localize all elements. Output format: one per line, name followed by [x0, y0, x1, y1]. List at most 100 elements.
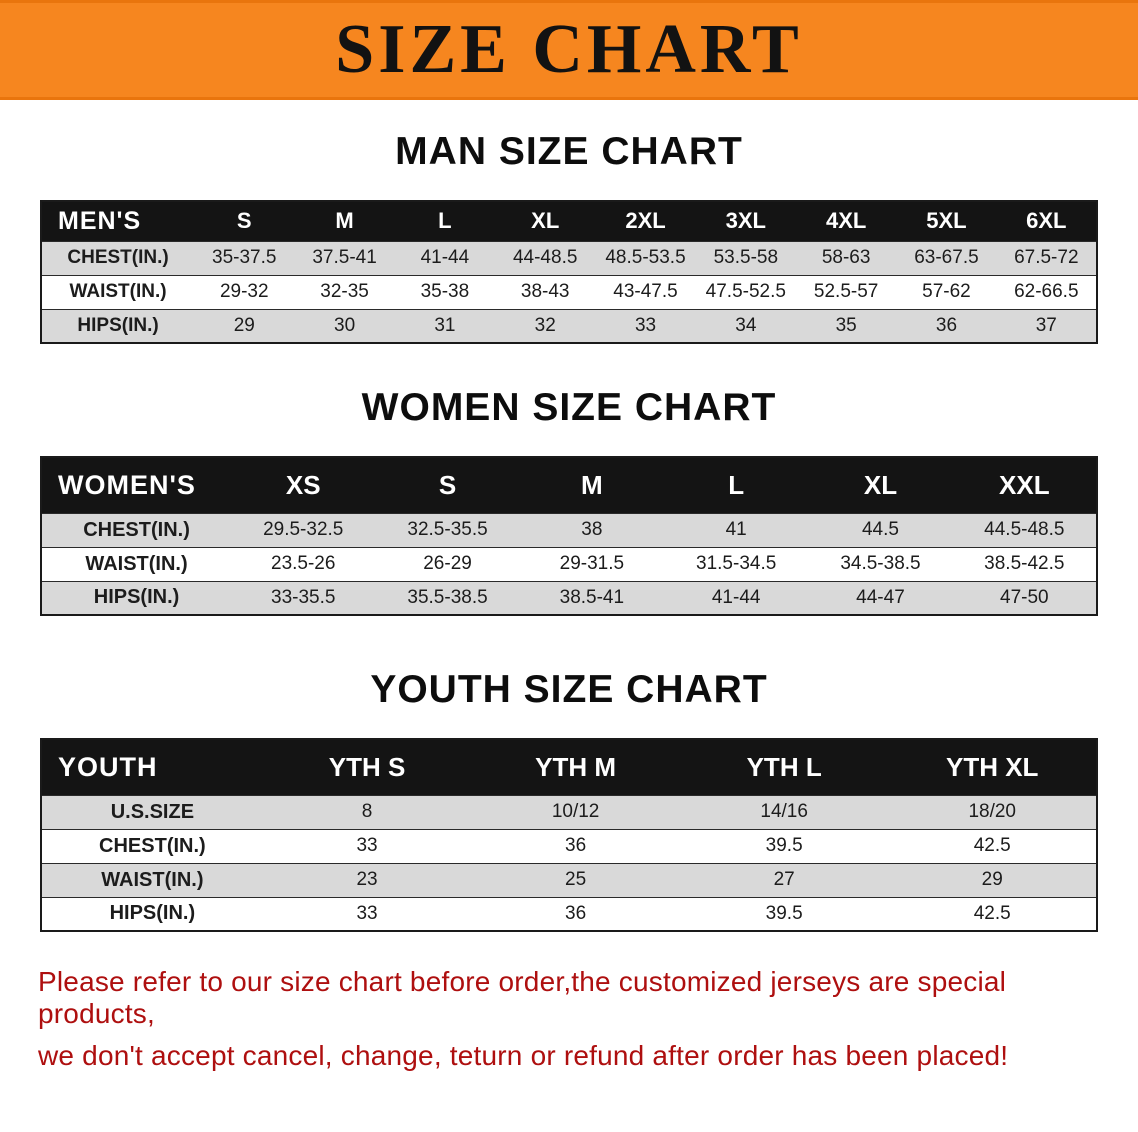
size-value-cell: 27 — [679, 862, 889, 897]
size-value-cell: 35.5-38.5 — [375, 580, 520, 615]
table-row: CHEST(IN.) 33 36 39.5 42.5 — [41, 828, 1097, 863]
size-column-header: 2XL — [595, 201, 696, 241]
size-value-cell: 39.5 — [679, 896, 889, 931]
youth-size-section: YOUTH SIZE CHART YOUTH YTH S YTH M YTH L YTH… — [0, 668, 1138, 932]
size-column-header: YTH M — [471, 739, 680, 795]
size-column-header: L — [394, 201, 496, 241]
size-column-header: 6XL — [996, 201, 1097, 241]
men-size-table: MEN'S S M L XL 2XL 3XL 4XL 5XL 6XL CHEST(IN.) 35-37… — [0, 200, 1138, 344]
size-value-cell: 37 — [996, 308, 1097, 343]
men-section-heading: MAN SIZE CHART — [395, 130, 743, 173]
disclaimer: Please refer to our size chart before or… — [0, 966, 1138, 1102]
table-corner-label: MEN'S — [41, 201, 195, 241]
size-column-header: YTH S — [262, 739, 472, 795]
size-value-cell: 47-50 — [952, 580, 1097, 615]
row-label: CHEST(IN.) — [41, 240, 195, 275]
size-value-cell: 42.5 — [888, 896, 1097, 931]
size-value-cell: 39.5 — [679, 828, 889, 863]
table-corner-label: WOMEN'S — [41, 457, 232, 513]
size-value-cell: 29 — [888, 862, 1097, 897]
youth-size-table: YOUTH YTH S YTH M YTH L YTH XL U.S.SIZE 8 10/12… — [0, 738, 1138, 932]
disclaimer-line-2: we don't accept cancel, change, teturn o… — [38, 1040, 1009, 1071]
size-table: YOUTH YTH S YTH M YTH L YTH XL U.S.SIZE 8 10/12… — [40, 738, 1098, 932]
size-value-cell: 29-31.5 — [519, 546, 665, 581]
size-value-cell: 43-47.5 — [595, 274, 696, 309]
size-value-cell: 42.5 — [888, 828, 1097, 863]
size-value-cell: 35-37.5 — [194, 240, 295, 275]
size-value-cell: 38-43 — [495, 274, 596, 309]
banner-title: SIZE CHART — [335, 11, 803, 88]
row-label: WAIST(IN.) — [41, 546, 232, 581]
size-column-header: M — [519, 457, 665, 513]
men-size-section: MAN SIZE CHART MEN'S S M L XL 2XL 3XL 4XL 5XL 6XL… — [0, 130, 1138, 344]
row-label: WAIST(IN.) — [41, 862, 263, 897]
size-value-cell: 44.5-48.5 — [952, 512, 1097, 547]
size-value-cell: 33 — [262, 828, 472, 863]
size-value-cell: 34 — [695, 308, 796, 343]
size-value-cell: 48.5-53.5 — [595, 240, 696, 275]
size-value-cell: 38 — [519, 512, 665, 547]
women-size-section: WOMEN SIZE CHART WOMEN'S XS S M L XL XXL CHEST(… — [0, 386, 1138, 616]
row-label: U.S.SIZE — [41, 794, 263, 829]
table-row: CHEST(IN.) 35-37.5 37.5-41 41-44 44-48.5 48.5… — [41, 240, 1097, 275]
size-value-cell: 36 — [471, 828, 680, 863]
size-value-cell: 33 — [595, 308, 696, 343]
size-value-cell: 41-44 — [664, 580, 809, 615]
size-value-cell: 57-62 — [896, 274, 997, 309]
size-value-cell: 44.5 — [808, 512, 953, 547]
size-value-cell: 35-38 — [394, 274, 496, 309]
size-column-header: S — [194, 201, 295, 241]
size-value-cell: 14/16 — [679, 794, 889, 829]
size-value-cell: 44-48.5 — [495, 240, 596, 275]
youth-section-heading: YOUTH SIZE CHART — [370, 668, 768, 711]
row-label: WAIST(IN.) — [41, 274, 195, 309]
table-row: HIPS(IN.) 33-35.5 35.5-38.5 38.5-41 41-44 44-… — [41, 580, 1097, 615]
women-size-table: WOMEN'S XS S M L XL XXL CHEST(IN.) 29.5-32.5 32.5… — [0, 456, 1138, 616]
size-column-header: XS — [231, 457, 376, 513]
size-value-cell: 10/12 — [471, 794, 680, 829]
size-value-cell: 32-35 — [294, 274, 395, 309]
size-value-cell: 32.5-35.5 — [375, 512, 520, 547]
table-row: HIPS(IN.) 29 30 31 32 33 34 35 36 37 — [41, 308, 1097, 343]
size-value-cell: 58-63 — [795, 240, 897, 275]
size-column-header: XL — [808, 457, 953, 513]
size-value-cell: 29-32 — [194, 274, 295, 309]
table-row: U.S.SIZE 8 10/12 14/16 18/20 — [41, 794, 1097, 829]
size-table: WOMEN'S XS S M L XL XXL CHEST(IN.) 29.5-32.5 32.5… — [40, 456, 1098, 616]
size-value-cell: 8 — [262, 794, 472, 829]
size-column-header: YTH XL — [888, 739, 1097, 795]
size-value-cell: 36 — [896, 308, 997, 343]
table-corner-label: YOUTH — [41, 739, 263, 795]
size-value-cell: 63-67.5 — [896, 240, 997, 275]
size-value-cell: 38.5-42.5 — [952, 546, 1097, 581]
size-value-cell: 62-66.5 — [996, 274, 1097, 309]
size-value-cell: 33-35.5 — [231, 580, 376, 615]
size-column-header: 4XL — [795, 201, 897, 241]
size-value-cell: 41-44 — [394, 240, 496, 275]
row-label: HIPS(IN.) — [41, 580, 232, 615]
table-header-row: MEN'S S M L XL 2XL 3XL 4XL 5XL 6XL — [41, 201, 1097, 241]
size-value-cell: 53.5-58 — [695, 240, 796, 275]
size-column-header: 3XL — [695, 201, 796, 241]
size-value-cell: 25 — [471, 862, 680, 897]
size-value-cell: 67.5-72 — [996, 240, 1097, 275]
table-row: WAIST(IN.) 23.5-26 26-29 29-31.5 31.5-34.5 34… — [41, 546, 1097, 581]
row-label: CHEST(IN.) — [41, 828, 263, 863]
size-value-cell: 18/20 — [888, 794, 1097, 829]
size-value-cell: 34.5-38.5 — [808, 546, 953, 581]
table-row: WAIST(IN.) 23 25 27 29 — [41, 862, 1097, 897]
size-column-header: L — [664, 457, 809, 513]
size-value-cell: 31.5-34.5 — [664, 546, 809, 581]
size-value-cell: 29.5-32.5 — [231, 512, 376, 547]
size-value-cell: 44-47 — [808, 580, 953, 615]
size-column-header: M — [294, 201, 395, 241]
size-table: MEN'S S M L XL 2XL 3XL 4XL 5XL 6XL CHEST(IN.) 35-37… — [40, 200, 1098, 344]
disclaimer-line-1: Please refer to our size chart before or… — [38, 966, 1007, 1029]
size-column-header: S — [375, 457, 520, 513]
size-column-header: XXL — [952, 457, 1097, 513]
size-value-cell: 26-29 — [375, 546, 520, 581]
size-value-cell: 41 — [664, 512, 809, 547]
table-row: CHEST(IN.) 29.5-32.5 32.5-35.5 38 41 44.5 44.5… — [41, 512, 1097, 547]
size-value-cell: 47.5-52.5 — [695, 274, 796, 309]
table-header-row: YOUTH YTH S YTH M YTH L YTH XL — [41, 739, 1097, 795]
